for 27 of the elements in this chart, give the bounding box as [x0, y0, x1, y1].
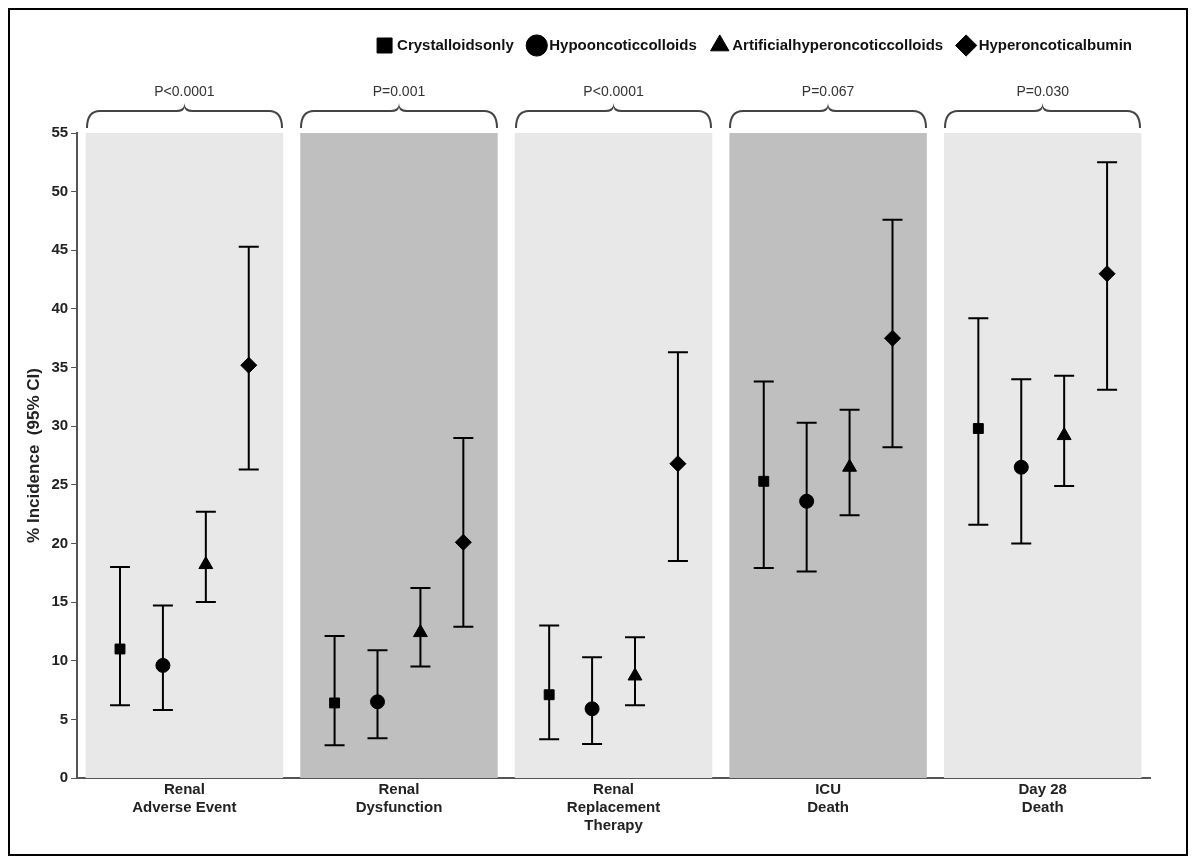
- legend-label: Crystalloidsonly: [397, 35, 515, 53]
- y-tick-label: 35: [51, 357, 69, 375]
- x-tick-label: ICU Death: [807, 780, 849, 816]
- x-tick-label: Day 28 Death: [1018, 780, 1067, 816]
- y-tick-label: 30: [51, 416, 69, 434]
- text: P=0.001: [372, 82, 426, 99]
- legend-label: Hyperoncoticalbumin: [978, 35, 1132, 53]
- text: P<0.0001: [583, 82, 644, 99]
- y-tick-label: 55: [51, 123, 69, 141]
- legend-label: Artificialhyperoncoticcolloids: [732, 35, 944, 53]
- y-tick-label: 50: [51, 181, 69, 199]
- y-tick-label: 15: [51, 592, 69, 610]
- x-tick-label: Renal Adverse Event: [132, 780, 237, 816]
- y-tick-label: 10: [51, 650, 69, 668]
- y-axis-title: % Incidence (95% CI): [23, 368, 43, 543]
- x-tick-label: Renal Dysfunction: [355, 780, 443, 816]
- x-tick-label: Renal Replacement Therapy: [566, 780, 661, 834]
- y-tick-label: 40: [51, 299, 69, 317]
- text: P<0.0001: [154, 82, 215, 99]
- y-tick-label: 25: [51, 474, 69, 492]
- y-tick-label: 0: [59, 768, 69, 786]
- y-tick-label: 20: [51, 533, 69, 551]
- text: P=0.067: [801, 82, 855, 99]
- legend-label: Hypooncoticcolloids: [549, 35, 697, 53]
- y-tick-label: 45: [51, 240, 69, 258]
- text: P=0.030: [1016, 82, 1070, 99]
- y-tick-label: 5: [59, 709, 69, 727]
